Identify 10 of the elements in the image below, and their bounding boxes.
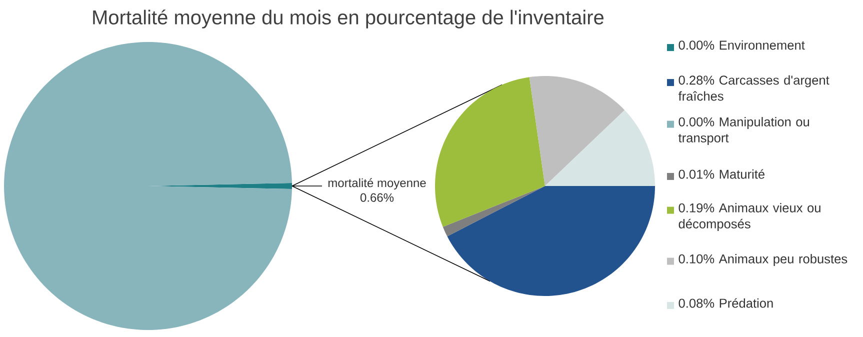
legend-label: 0.08% Prédation xyxy=(678,298,773,308)
chart-title: Mortalité moyenne du mois en pourcentage de l'inventaire xyxy=(93,10,604,28)
legend-label: 0.00% Manipulation ou transport xyxy=(678,117,810,145)
legend-label: 0.28% Carcasses d'argent fraîches xyxy=(678,75,830,101)
slice-label: mortalité moyenne xyxy=(328,178,426,190)
data-label: 0.66% xyxy=(360,193,394,202)
legend-label: 0.19% Animaux vieux ou décomposés xyxy=(678,203,820,231)
legend-label: 0.00% Environnement xyxy=(678,40,805,50)
legend-label: 0.10% Animaux peu robustes xyxy=(678,254,848,266)
legend-label: 0.01% Maturité xyxy=(678,169,764,179)
